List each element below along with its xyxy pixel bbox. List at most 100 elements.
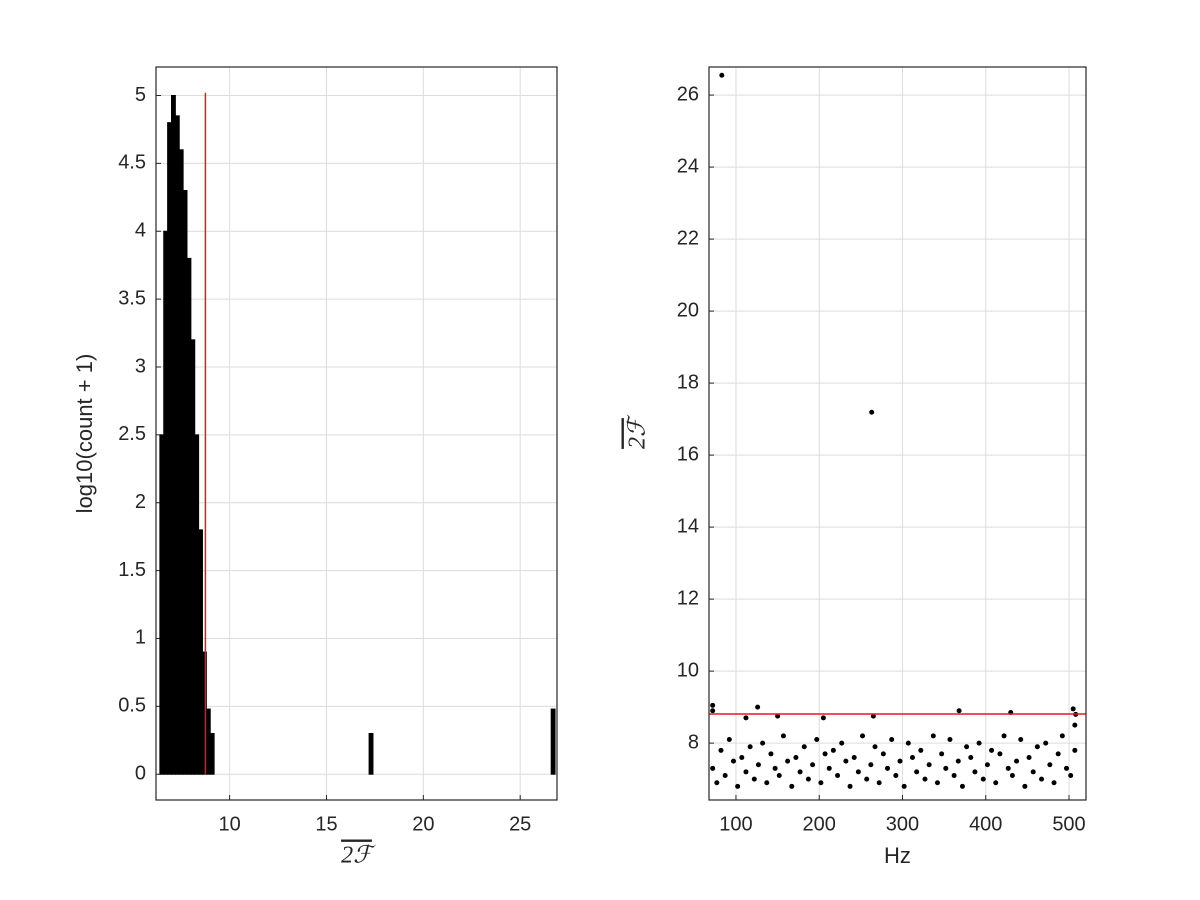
bar <box>194 434 200 775</box>
point <box>751 776 757 782</box>
point <box>893 773 899 779</box>
point <box>710 702 716 708</box>
y-tick-label: 3.5 <box>118 287 146 309</box>
point <box>820 715 826 721</box>
x-tick-label: 20 <box>412 813 434 835</box>
y-tick-label: 4 <box>135 220 146 242</box>
point <box>1034 744 1040 750</box>
point <box>814 737 820 743</box>
bar <box>170 95 176 775</box>
point <box>869 409 875 415</box>
y-tick-label: 18 <box>677 371 699 393</box>
bar <box>368 732 374 775</box>
point <box>747 744 753 750</box>
y-tick-label: 0.5 <box>118 695 146 717</box>
y-tick-label: 2.5 <box>118 423 146 445</box>
point <box>1051 780 1057 786</box>
point <box>835 773 841 779</box>
point <box>1055 751 1061 757</box>
point <box>955 758 961 764</box>
y-axis-label: 2ℱ <box>625 414 651 449</box>
point <box>976 740 982 746</box>
point <box>1047 762 1053 768</box>
bar <box>186 257 192 775</box>
point <box>1070 706 1076 712</box>
point <box>1072 747 1078 753</box>
x-tick-label: 200 <box>803 813 836 835</box>
point <box>743 769 749 775</box>
point <box>914 769 920 775</box>
y-tick-label: 12 <box>677 587 699 609</box>
point <box>730 758 736 764</box>
point <box>851 755 857 761</box>
axes: 10 15 20 25 0 0.5 1 1.5 2 2.5 3 3.5 4 4.5 5 2ℱ log10(cou… <box>72 66 558 869</box>
point <box>909 755 915 761</box>
point <box>968 755 974 761</box>
point <box>860 733 866 739</box>
axes-frame <box>708 66 1087 801</box>
point <box>1030 769 1036 775</box>
point <box>739 755 745 761</box>
bar <box>182 190 188 775</box>
point <box>755 704 761 710</box>
x-tick-label: 300 <box>886 813 919 835</box>
point <box>930 733 936 739</box>
point <box>868 762 874 768</box>
y-tick-label: 8 <box>688 731 699 753</box>
point <box>864 776 870 782</box>
point <box>722 773 728 779</box>
plot-area <box>709 72 1086 789</box>
point <box>714 780 720 786</box>
y-tick-label: 20 <box>677 299 699 321</box>
point <box>880 751 886 757</box>
point <box>1072 722 1078 728</box>
point <box>1001 733 1007 739</box>
point <box>818 780 824 786</box>
y-tick-label: 0 <box>135 762 146 784</box>
axes-frame <box>155 66 558 801</box>
point <box>885 765 891 771</box>
y-tick-label: 4.5 <box>118 152 146 174</box>
y-tick-label: 14 <box>677 515 699 537</box>
x-axis-label: 2ℱ <box>341 843 376 869</box>
point <box>870 713 876 719</box>
point <box>855 769 861 775</box>
point <box>843 758 849 764</box>
x-tick-label: 15 <box>315 813 337 835</box>
y-axis-label: log10(count + 1) <box>72 354 97 514</box>
bar <box>550 708 556 775</box>
point <box>1064 765 1070 771</box>
y-tick-label: 16 <box>677 443 699 465</box>
point <box>847 783 853 789</box>
bar <box>198 529 203 775</box>
point <box>951 773 957 779</box>
point <box>997 751 1003 757</box>
point <box>764 780 770 786</box>
point <box>1039 776 1045 782</box>
point <box>793 755 799 761</box>
point <box>805 776 811 782</box>
point <box>1059 733 1065 739</box>
y-tick-label: 5 <box>135 84 146 106</box>
point <box>780 733 786 739</box>
point <box>830 747 836 753</box>
point <box>710 708 716 714</box>
point <box>1043 740 1049 746</box>
point <box>726 737 732 743</box>
y-tick-label: 1.5 <box>118 559 146 581</box>
y-tick-label: 24 <box>677 155 699 177</box>
point <box>822 751 828 757</box>
bar <box>209 732 215 775</box>
x-tick-label: 25 <box>509 813 531 835</box>
point <box>947 737 953 743</box>
point <box>989 747 995 753</box>
bar <box>163 230 169 775</box>
point <box>735 783 741 789</box>
y-tick-label: 22 <box>677 227 699 249</box>
point <box>956 708 962 714</box>
point <box>768 751 774 757</box>
point <box>993 780 999 786</box>
point <box>889 737 895 743</box>
point <box>801 744 807 750</box>
point <box>1018 737 1024 743</box>
